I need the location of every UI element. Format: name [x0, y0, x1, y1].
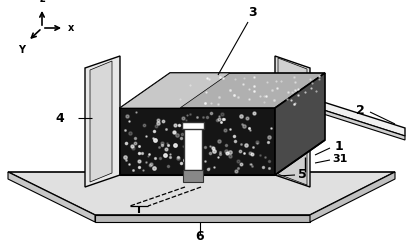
- Text: 6: 6: [196, 230, 204, 243]
- Polygon shape: [275, 73, 325, 175]
- Polygon shape: [120, 73, 325, 108]
- Text: 4: 4: [55, 111, 64, 124]
- Polygon shape: [95, 215, 310, 222]
- Text: Y: Y: [18, 45, 25, 55]
- Polygon shape: [182, 122, 204, 129]
- Polygon shape: [292, 92, 405, 136]
- Text: 2: 2: [356, 103, 365, 117]
- Text: 5: 5: [298, 168, 307, 181]
- Polygon shape: [278, 58, 307, 185]
- Polygon shape: [275, 56, 310, 187]
- Text: 31: 31: [332, 154, 347, 164]
- Text: z: z: [39, 0, 45, 4]
- Polygon shape: [310, 172, 395, 222]
- Polygon shape: [184, 127, 202, 170]
- Polygon shape: [8, 172, 395, 215]
- Polygon shape: [85, 56, 120, 187]
- Polygon shape: [8, 172, 95, 222]
- Polygon shape: [120, 73, 230, 108]
- Text: 3: 3: [248, 6, 256, 19]
- Polygon shape: [90, 61, 112, 182]
- Text: 1: 1: [335, 139, 344, 152]
- Text: x: x: [68, 23, 74, 33]
- Polygon shape: [120, 108, 275, 175]
- Polygon shape: [183, 170, 203, 182]
- Polygon shape: [292, 100, 405, 140]
